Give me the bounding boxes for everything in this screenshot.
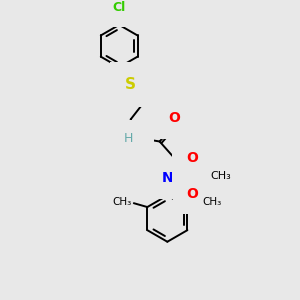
Text: Cl: Cl xyxy=(112,1,126,14)
Text: O: O xyxy=(187,187,198,200)
Text: O: O xyxy=(168,111,180,125)
Text: O: O xyxy=(187,151,198,165)
Text: CH₃: CH₃ xyxy=(112,197,132,207)
Text: N: N xyxy=(131,132,142,145)
Text: S: S xyxy=(187,169,198,184)
Text: S: S xyxy=(125,77,136,92)
Text: N: N xyxy=(161,171,173,185)
Text: CH₃: CH₃ xyxy=(211,171,232,181)
Text: CH₃: CH₃ xyxy=(203,197,222,207)
Text: H: H xyxy=(124,132,134,145)
